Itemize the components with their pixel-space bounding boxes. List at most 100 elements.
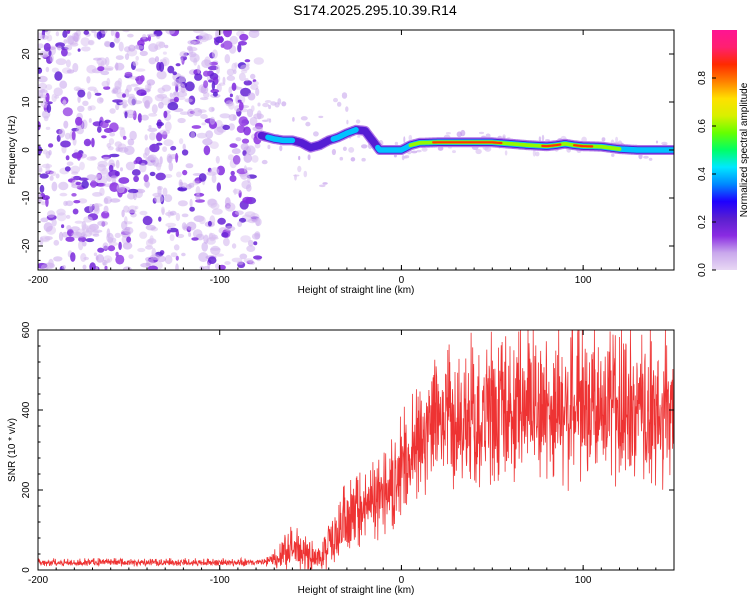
noise-blob [103, 66, 114, 71]
noise-blob [70, 165, 81, 174]
noise-blob [112, 88, 119, 94]
noise-blob [127, 192, 136, 200]
noise-blob [40, 264, 49, 270]
noise-blob [51, 93, 57, 103]
noise-blob [229, 143, 238, 148]
noise-blob [155, 41, 164, 47]
noise-blob [145, 224, 156, 231]
noise-blob [253, 113, 264, 120]
noise-blob [217, 217, 226, 225]
noise-blob [48, 149, 52, 156]
noise-blob [175, 152, 179, 163]
noise-blob [114, 171, 120, 177]
noise-blob [279, 145, 283, 152]
noise-blob [81, 180, 89, 189]
noise-blob [43, 42, 51, 52]
noise-blob [97, 220, 108, 227]
noise-blob [212, 91, 218, 97]
noise-blob [63, 200, 68, 207]
noise-blob [176, 171, 182, 178]
noise-blob [169, 210, 177, 216]
noise-blob [97, 66, 105, 72]
noise-blob [257, 102, 261, 107]
noise-blob [245, 167, 253, 171]
noise-blob [106, 228, 111, 239]
noise-blob [109, 41, 115, 48]
colorbar: 0.0 0.2 0.4 0.6 0.8 Normalized spectral ampl… [697, 30, 750, 277]
spectrogram-x-tick-label: -200 [28, 275, 48, 286]
noise-blob [102, 242, 109, 250]
noise-blob [66, 161, 74, 166]
noise-blob [128, 44, 136, 52]
noise-blob [194, 73, 203, 81]
noise-blob [648, 157, 653, 161]
noise-blob [164, 121, 172, 132]
noise-blob [189, 198, 193, 208]
noise-blob [357, 135, 361, 138]
noise-blob [48, 143, 54, 148]
noise-blob [211, 208, 223, 215]
noise-blob [146, 79, 156, 86]
noise-blob [202, 265, 210, 270]
noise-blob [211, 174, 217, 184]
noise-blob [59, 80, 68, 89]
noise-blob [189, 53, 200, 63]
noise-blob [38, 82, 47, 90]
noise-blob [165, 30, 176, 35]
noise-blob [139, 162, 147, 173]
noise-blob [91, 137, 95, 148]
noise-blob [108, 164, 114, 172]
spectrogram-x-tick-label: 100 [575, 275, 592, 286]
noise-blob [70, 226, 80, 232]
noise-blob [158, 61, 165, 72]
noise-blob [38, 75, 48, 83]
noise-blob [89, 203, 93, 213]
noise-blob [237, 221, 243, 227]
noise-blob [181, 182, 188, 189]
noise-blob [154, 195, 164, 203]
snr-y-tick-label: 600 [21, 321, 32, 338]
colorbar-tick-label: 0.4 [697, 167, 708, 181]
noise-blob [178, 138, 184, 145]
spectrogram-y-tick-label: -10 [21, 190, 32, 205]
noise-blob [45, 126, 51, 130]
noise-blob [164, 254, 173, 265]
noise-blob [348, 147, 355, 153]
noise-blob [53, 256, 63, 262]
noise-blob [109, 108, 116, 114]
noise-blob [53, 239, 60, 246]
noise-blob [165, 222, 177, 228]
noise-blob [39, 52, 50, 58]
noise-blob [96, 254, 104, 263]
noise-blob [162, 187, 168, 197]
noise-blob [167, 209, 171, 218]
noise-blob [195, 193, 201, 201]
noise-blob [80, 37, 90, 47]
noise-blob [127, 209, 137, 214]
noise-blob [73, 200, 81, 204]
noise-blob [208, 236, 219, 240]
noise-blob [133, 44, 144, 50]
noise-blob [38, 67, 43, 74]
noise-blob [124, 53, 130, 60]
noise-blob [241, 138, 250, 144]
noise-blob [215, 253, 224, 257]
noise-blob [45, 84, 53, 91]
noise-blob [268, 104, 272, 110]
noise-blob [182, 169, 188, 176]
noise-blob [240, 143, 249, 151]
noise-blob [115, 103, 120, 111]
noise-blob [191, 40, 197, 45]
noise-blob [87, 105, 93, 112]
noise-blob [76, 153, 81, 161]
noise-blob [63, 120, 69, 129]
noise-blob [208, 79, 213, 83]
noise-blob [161, 84, 172, 92]
noise-blob [207, 198, 217, 206]
noise-blob [198, 32, 210, 43]
noise-blob [224, 54, 231, 64]
noise-blob [222, 76, 226, 85]
noise-blob [225, 100, 234, 107]
snr-y-tick-label: 0 [21, 567, 32, 573]
noise-blob [169, 234, 175, 242]
